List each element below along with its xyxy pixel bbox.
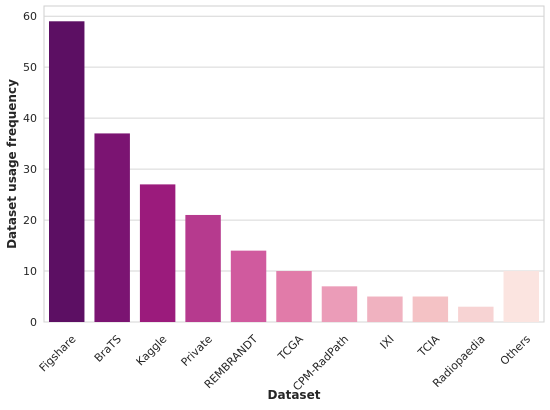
x-tick-label: Kaggle [134,332,170,368]
bar-cpm-radpath [321,286,358,322]
y-tick-label: 60 [23,10,37,23]
bar-ixi [367,296,403,322]
x-tick-label: TCIA [415,332,443,360]
x-tick-label: Others [498,332,534,368]
x-tick-label: TCGA [275,332,306,363]
x-tick-label: Private [179,332,215,368]
y-tick-label: 30 [23,163,37,176]
y-axis-label: Dataset usage frequency [5,79,19,249]
y-tick-label: 20 [23,214,37,227]
bar-others [503,271,539,322]
bar-brats [94,133,130,322]
bar-private [185,214,221,322]
y-tick-label: 50 [23,61,37,74]
x-axis-label: Dataset [268,388,321,402]
y-tick-label: 0 [30,316,37,329]
bar-radiopaedia [458,306,494,322]
x-tick-label: IXI [378,333,397,352]
x-tick-label: Figshare [37,332,79,374]
bar-tcia [412,296,449,322]
bars [49,21,539,323]
y-tick-labels: 0 10 20 30 40 50 60 [23,10,37,329]
x-tick-label: BraTS [92,333,124,365]
y-tick-label: 10 [23,265,37,278]
bar-tcga [276,271,312,322]
bar-kaggle [139,184,176,322]
bar-rembrandt [230,250,267,322]
y-tick-label: 40 [23,112,37,125]
bar-figshare [49,21,85,323]
